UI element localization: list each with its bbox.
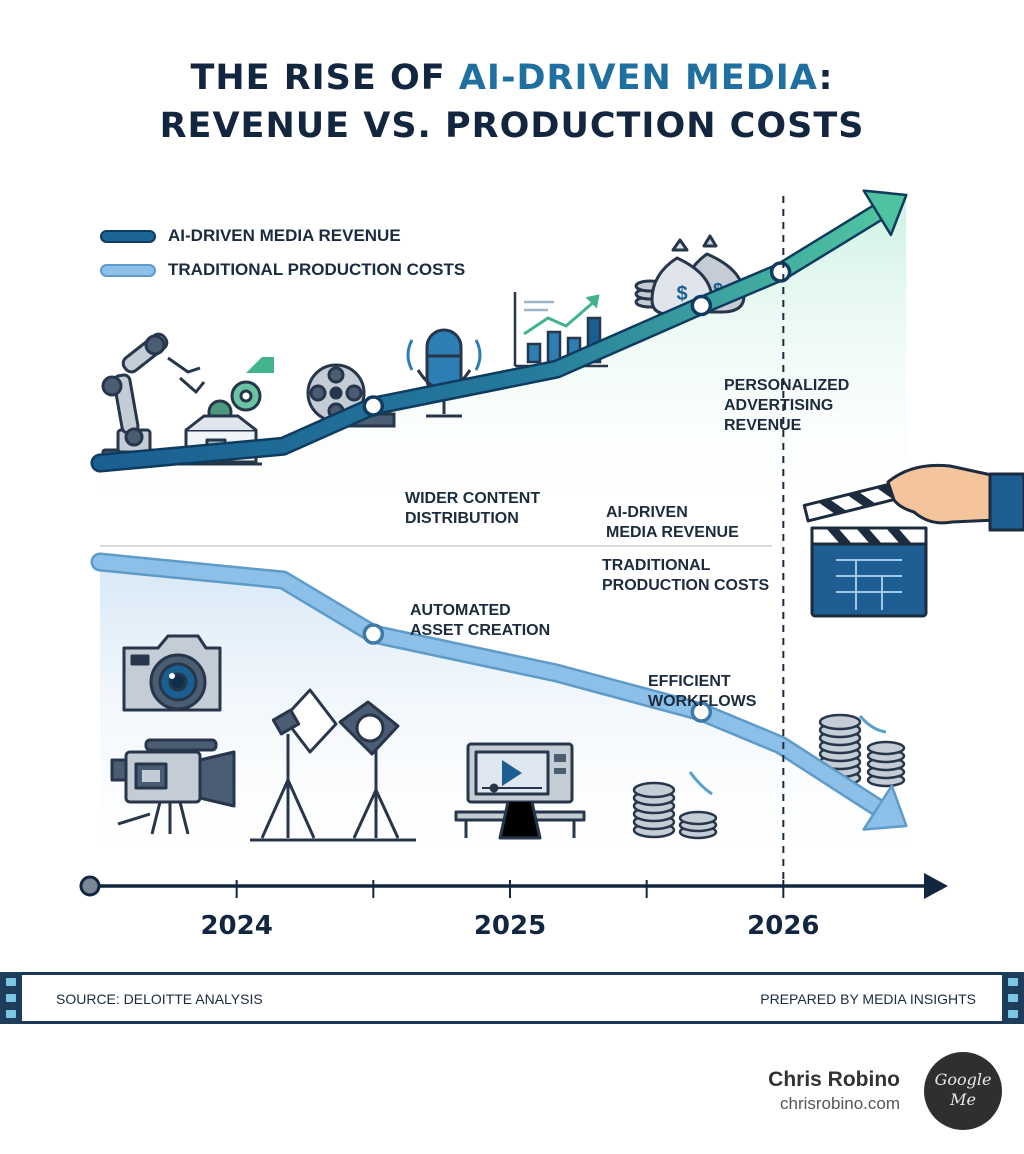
computer-monitor-icon	[454, 742, 586, 840]
page-title-line2: REVENUE VS. PRODUCTION COSTS	[159, 106, 865, 146]
video-camera-icon	[110, 738, 236, 835]
page-title-line1: THE RISE OF AI-DRIVEN MEDIA:	[190, 58, 834, 98]
series-area-0	[100, 195, 907, 536]
annotation-costs-label: TRADITIONAL PRODUCTION COSTS	[602, 557, 770, 594]
annotation-efficient-workflows: EFFICIENT WORKFLOWS	[648, 673, 757, 710]
title-accent: AI-DRIVEN MEDIA	[458, 58, 819, 98]
legend-item-costs: TRADITIONAL PRODUCTION COSTS	[100, 260, 465, 280]
annotation-wider-distribution: WIDER CONTENT DISTRIBUTION	[405, 490, 541, 527]
google-me-badge[interactable]: Google Me	[924, 1052, 1002, 1130]
badge-line1: Google	[934, 1070, 992, 1089]
film-strip-left	[0, 972, 22, 1024]
legend-swatch-costs	[100, 264, 156, 278]
author-url[interactable]: chrisrobino.com	[780, 1094, 900, 1113]
footer-source: SOURCE: DELOITTE ANALYSIS	[56, 991, 263, 1007]
footer-band: SOURCE: DELOITTE ANALYSIS PREPARED BY ME…	[22, 972, 1002, 1024]
x-tick-label-2024: 2024	[200, 911, 272, 941]
author-name: Chris Robino	[768, 1068, 900, 1091]
annotation-revenue-label: AI-DRIVEN MEDIA REVENUE	[606, 504, 739, 541]
x-tick-label-2025: 2025	[474, 911, 546, 941]
series-arrowhead-0	[862, 189, 908, 237]
data-point-0-4	[690, 294, 713, 317]
series-line-1	[93, 555, 885, 815]
badge-line2: Me	[950, 1090, 976, 1109]
legend-swatch-revenue	[100, 230, 156, 244]
data-point-1-4	[690, 701, 713, 723]
footer-bar: SOURCE: DELOITTE ANALYSIS PREPARED BY ME…	[0, 972, 1024, 1024]
legend-label-revenue: AI-DRIVEN MEDIA REVENUE	[168, 226, 401, 245]
data-point-0-5	[769, 261, 792, 283]
studio-lights-icon	[250, 688, 416, 842]
legend-item-revenue: AI-DRIVEN MEDIA REVENUE	[100, 226, 401, 246]
x-tick-label-2026: 2026	[747, 911, 819, 941]
footer-prepared-by: PREPARED BY MEDIA INSIGHTS	[760, 991, 976, 1007]
svg-text:$: $	[676, 283, 687, 305]
legend-label-costs: TRADITIONAL PRODUCTION COSTS	[168, 260, 466, 279]
annotation-personalized-advertising: PERSONALIZED ADVERTISING REVENUE	[724, 377, 850, 434]
clapperboard-icon	[802, 463, 1024, 618]
film-strip-right	[1002, 972, 1024, 1024]
x-axis-start-dot	[79, 875, 101, 897]
annotation-automated-asset: AUTOMATED ASSET CREATION	[410, 602, 551, 639]
line-chart: $ $	[79, 189, 1024, 941]
coin-stacks-icon	[632, 713, 906, 840]
x-axis-arrow	[924, 873, 948, 899]
series-arrowhead-1	[862, 784, 908, 831]
author-block: Chris Robino chrisrobino.com	[768, 1068, 900, 1114]
microphone-icon	[406, 328, 482, 418]
series-area-1	[100, 562, 907, 856]
dslr-camera-icon	[122, 634, 222, 712]
data-point-0-2	[362, 395, 385, 417]
data-point-1-2	[362, 623, 385, 645]
